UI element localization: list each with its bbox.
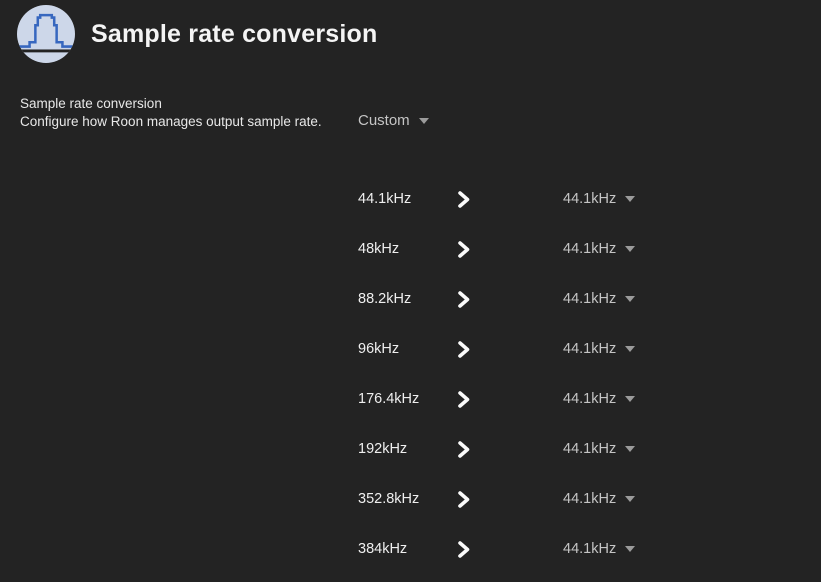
output-rate-value: 44.1kHz [563,441,617,457]
conversion-row-44-1khz: 44.1kHz 44.1kHz [358,174,821,224]
conversion-row-88-2khz: 88.2kHz 44.1kHz [358,274,821,324]
output-rate-dropdown[interactable]: 44.1kHz [563,491,636,507]
chevron-right-icon [457,540,563,558]
caret-down-icon [625,246,636,252]
output-rate-value: 44.1kHz [563,191,617,207]
caret-down-icon [625,446,636,452]
conversion-mode-value: Custom [358,112,410,129]
output-rate-value: 44.1kHz [563,241,617,257]
input-rate-label: 384kHz [358,541,408,557]
output-rate-value: 44.1kHz [563,341,617,357]
conversion-mode-dropdown[interactable]: Custom [358,112,429,129]
conversion-row-176-4khz: 176.4kHz 44.1kHz [358,374,821,424]
output-rate-value: 44.1kHz [563,491,617,507]
caret-down-icon [625,396,636,402]
conversion-row-48khz: 48kHz 44.1kHz [358,224,821,274]
output-rate-dropdown[interactable]: 44.1kHz [563,191,636,207]
chevron-right-icon [457,390,563,408]
output-rate-dropdown[interactable]: 44.1kHz [563,241,636,257]
chevron-right-icon [457,440,563,458]
caret-down-icon [625,296,636,302]
input-rate-label: 352.8kHz [358,491,420,507]
page-title: Sample rate conversion [91,19,378,48]
setting-description: Sample rate conversion Configure how Roo… [20,95,330,574]
setting-help-text: Configure how Roon manages output sample… [20,114,322,129]
output-rate-dropdown[interactable]: 44.1kHz [563,291,636,307]
page-header: Sample rate conversion [0,0,821,63]
conversion-row-352-8khz: 352.8kHz 44.1kHz [358,474,821,524]
input-rate-label: 88.2kHz [358,291,412,307]
settings-panel: Custom 44.1kHz 44.1kHz 48kHz [358,95,821,574]
output-rate-value: 44.1kHz [563,291,617,307]
chevron-right-icon [457,290,563,308]
output-rate-value: 44.1kHz [563,541,617,557]
caret-down-icon [625,346,636,352]
conversion-rows: 44.1kHz 44.1kHz 48kHz 44.1kHz [358,174,821,574]
caret-down-icon [418,117,429,124]
input-rate-label: 192kHz [358,441,408,457]
input-rate-label: 96kHz [358,341,400,357]
chevron-right-icon [457,340,563,358]
output-rate-dropdown[interactable]: 44.1kHz [563,341,636,357]
output-rate-value: 44.1kHz [563,391,617,407]
caret-down-icon [625,546,636,552]
content-area: Sample rate conversion Configure how Roo… [0,95,821,574]
output-rate-dropdown[interactable]: 44.1kHz [563,441,636,457]
chevron-right-icon [457,190,563,208]
caret-down-icon [625,496,636,502]
input-rate-label: 44.1kHz [358,191,412,207]
chevron-right-icon [457,240,563,258]
setting-name: Sample rate conversion [20,96,162,111]
conversion-row-192khz: 192kHz 44.1kHz [358,424,821,474]
conversion-row-96khz: 96kHz 44.1kHz [358,324,821,374]
sample-rate-curve-icon [17,5,75,63]
chevron-right-icon [457,490,563,508]
caret-down-icon [625,196,636,202]
output-rate-dropdown[interactable]: 44.1kHz [563,391,636,407]
output-rate-dropdown[interactable]: 44.1kHz [563,541,636,557]
input-rate-label: 176.4kHz [358,391,420,407]
input-rate-label: 48kHz [358,241,400,257]
conversion-row-384khz: 384kHz 44.1kHz [358,524,821,574]
